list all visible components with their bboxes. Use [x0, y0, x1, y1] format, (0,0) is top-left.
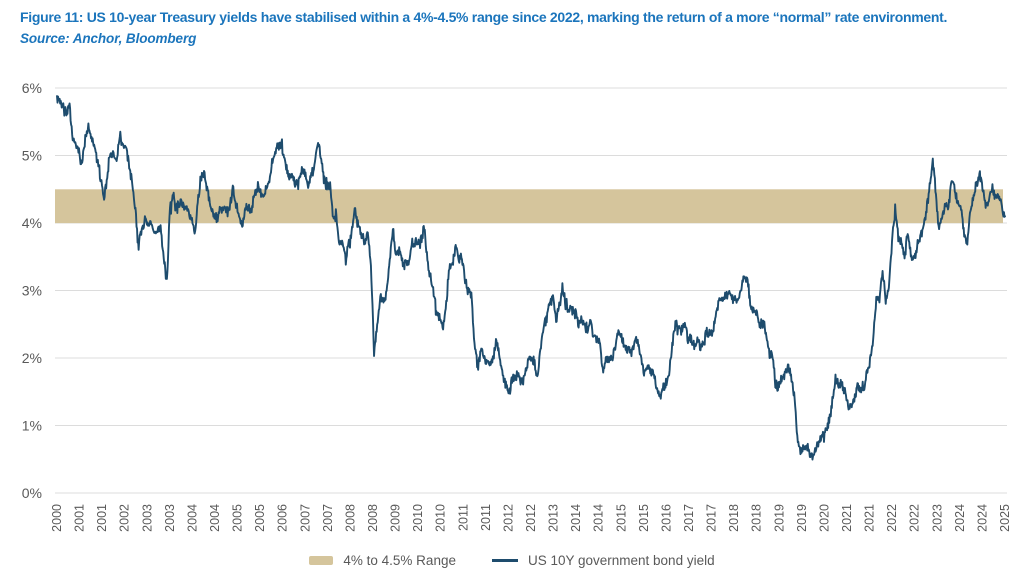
legend-range-group: 4% to 4.5% Range [309, 553, 456, 568]
x-tick-label: 2011 [479, 504, 493, 531]
x-tick-label: 2004 [185, 504, 199, 532]
x-tick-label: 2002 [118, 504, 132, 532]
x-tick-label: 2012 [501, 504, 515, 532]
x-tick-label: 2003 [140, 504, 154, 532]
y-tick-label: 6% [22, 80, 42, 96]
x-tick-label: 2001 [73, 504, 87, 532]
x-tick-label: 2019 [795, 504, 809, 532]
x-tick-label: 2018 [727, 504, 741, 532]
x-tick-label: 2014 [592, 504, 606, 532]
x-tick-label: 2011 [456, 504, 470, 531]
y-tick-label: 3% [22, 282, 42, 298]
x-tick-label: 2013 [547, 504, 561, 532]
figure-header: Figure 11: US 10-year Treasury yields ha… [20, 8, 1020, 46]
x-tick-label: 2021 [863, 504, 877, 532]
x-tick-label: 2005 [231, 504, 245, 532]
y-tick-label: 5% [22, 147, 42, 163]
y-tick-label: 1% [22, 417, 42, 433]
x-tick-label: 2007 [321, 504, 335, 532]
x-tick-label: 2021 [840, 504, 854, 532]
x-tick-label: 2004 [208, 504, 222, 532]
y-tick-label: 2% [22, 350, 42, 366]
x-tick-label: 2017 [682, 504, 696, 532]
x-tick-label: 2008 [343, 504, 357, 532]
figure-title: Figure 11: US 10-year Treasury yields ha… [20, 9, 948, 25]
x-tick-label: 2019 [772, 504, 786, 532]
x-tick-label: 2020 [817, 504, 831, 532]
figure-source: Source: Anchor, Bloomberg [20, 30, 197, 46]
x-tick-label: 2016 [659, 504, 673, 532]
yield-line-swatch [491, 558, 518, 562]
x-tick-label: 2006 [276, 504, 290, 532]
x-tick-label: 2018 [750, 504, 764, 532]
yield-line [56, 95, 1006, 461]
x-tick-label: 2024 [975, 504, 989, 532]
x-tick-label: 2008 [366, 504, 380, 532]
range-band-swatch [309, 555, 334, 565]
x-tick-label: 2010 [434, 504, 448, 532]
x-tick-label: 2000 [50, 504, 64, 532]
x-tick-label: 2001 [95, 504, 109, 532]
range-band-label: 4% to 4.5% Range [343, 552, 456, 568]
x-tick-label: 2023 [930, 504, 944, 532]
x-tick-label: 2022 [885, 504, 899, 532]
x-tick-label: 2015 [637, 504, 651, 532]
x-tick-label: 2024 [953, 504, 967, 532]
x-tick-label: 2015 [614, 504, 628, 532]
x-tick-label: 2022 [908, 504, 922, 532]
x-tick-label: 2010 [411, 504, 425, 532]
x-tick-label: 2003 [163, 504, 177, 532]
x-tick-label: 2014 [569, 504, 583, 532]
yield-line-label: US 10Y government bond yield [527, 552, 715, 568]
x-tick-label: 2025 [998, 504, 1012, 532]
x-tick-label: 2012 [524, 504, 538, 532]
x-tick-label: 2009 [389, 504, 403, 532]
legend-line-group: US 10Y government bond yield [491, 552, 715, 568]
x-tick-label: 2007 [298, 504, 312, 532]
y-tick-label: 4% [22, 215, 42, 231]
x-tick-label: 2017 [705, 504, 719, 532]
y-tick-label: 0% [22, 485, 42, 501]
x-tick-label: 2005 [253, 504, 267, 532]
chart-legend: 4% to 4.5% Range US 10Y government bond … [0, 548, 1024, 572]
